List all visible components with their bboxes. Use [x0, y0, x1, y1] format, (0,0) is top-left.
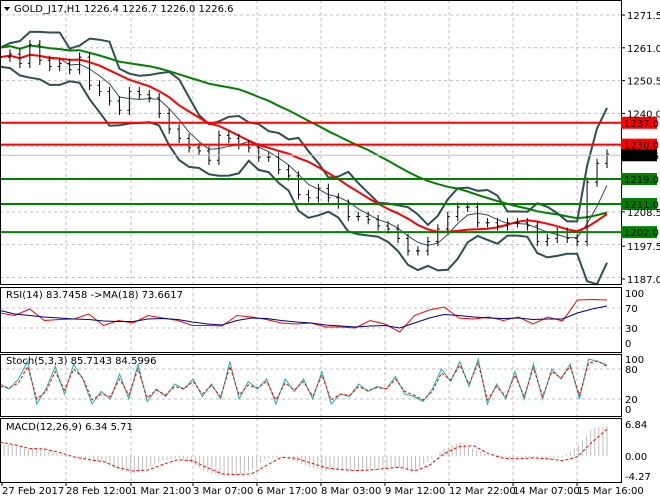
ma-slow-line [0, 44, 608, 220]
macd-signal-line [0, 428, 608, 476]
resistance-level-label-bg [621, 138, 657, 151]
ohlc-readout: 1226.4 1226.7 1226.0 1226.6 [84, 4, 234, 15]
stoch-main-line [0, 357, 608, 406]
ma-fast-line [0, 53, 608, 233]
support-level-label-bg [621, 173, 657, 186]
price-tick-label: 1250.5 [627, 77, 660, 88]
bollinger-lower [0, 65, 608, 286]
rsi-line [0, 298, 608, 333]
symbol-title: GOLD_J17,H1 [14, 4, 81, 15]
price-tick-label: 1197.5 [627, 242, 660, 253]
macd-title: MACD(12,26,9) 6.34 5.71 [6, 422, 133, 433]
stoch-tick-label: 80 [625, 365, 638, 376]
macd-panel[interactable] [0, 426, 608, 477]
macd-tick-label: 0.00 [625, 452, 647, 463]
rsi-panel[interactable] [0, 298, 608, 333]
time-tick-label: 28 Feb 12:00 [66, 486, 132, 497]
main-frame [0, 0, 622, 285]
axes: 1237.0 1230.0 1219.0 1211.0 1202.0 1226.6 1271… [1, 11, 660, 497]
panel-frames [0, 0, 622, 483]
time-tick-label: 12 Mar 22:00 [449, 486, 516, 497]
time-tick-label: 1 Mar 21:00 [131, 486, 191, 497]
resistance-level-label-bg [621, 116, 657, 129]
bollinger-middle [0, 54, 608, 246]
rsi-frame [0, 287, 622, 353]
current-price-label: 1226.6 [624, 151, 659, 162]
rsi-title: RSI(14) 83.7458 ->MA(18) 73.6617 [6, 290, 183, 301]
time-tick-label: 27 Feb 2017 [2, 486, 64, 497]
price-tick-label: 1208.5 [627, 208, 660, 219]
time-tick-label: 14 Mar 07:00 [513, 486, 580, 497]
rsi-ma-line [0, 305, 608, 329]
price-tick-label: 1271.5 [627, 11, 660, 22]
time-tick-label: 3 Mar 07:00 [193, 486, 253, 497]
rsi-tick-label: 0 [625, 339, 631, 350]
rsi-tick-label: 70 [625, 304, 638, 315]
price-tick-label: 1240.0 [627, 109, 660, 120]
support-level-label: 1211.0 [624, 200, 659, 211]
stoch-tick-label: 100 [625, 355, 644, 366]
rsi-tick-label: 100 [625, 289, 644, 300]
bollinger-upper [0, 30, 608, 227]
dropdown-triangle-icon[interactable] [4, 7, 10, 11]
rsi-tick-label: 30 [625, 324, 638, 335]
stoch-tick-label: 0 [625, 405, 631, 416]
time-tick-label: 9 Mar 12:00 [385, 486, 445, 497]
stoch-tick-label: 20 [625, 395, 638, 406]
grid [0, 0, 621, 482]
time-tick-label: 15 Mar 16:00 [577, 486, 644, 497]
price-tick-label: 1261.0 [627, 44, 660, 55]
price-panel[interactable] [0, 30, 621, 286]
time-tick-label: 8 Mar 03:00 [321, 486, 381, 497]
time-tick-label: 6 Mar 17:00 [257, 486, 317, 497]
price-tick-label: 1187.0 [627, 275, 660, 286]
stoch-signal-line [0, 360, 608, 402]
macd-tick-label: -4.27 [625, 472, 651, 483]
support-level-label: 1219.0 [624, 175, 659, 186]
support-level-label-bg [621, 226, 657, 239]
stochastic-panel[interactable] [0, 357, 608, 406]
stoch-frame [0, 354, 622, 417]
resistance-level-label: 1237.0 [624, 119, 659, 130]
macd-tick-label: 6.84 [625, 420, 647, 431]
support-level-label: 1202.0 [624, 228, 659, 239]
support-level-label-bg [621, 198, 657, 211]
stoch-title: Stoch(5,3,3) 85.7143 84.5996 [6, 356, 157, 367]
resistance-level-label: 1230.0 [624, 141, 659, 152]
macd-frame [0, 418, 622, 483]
current-price-label-bg [621, 149, 657, 162]
